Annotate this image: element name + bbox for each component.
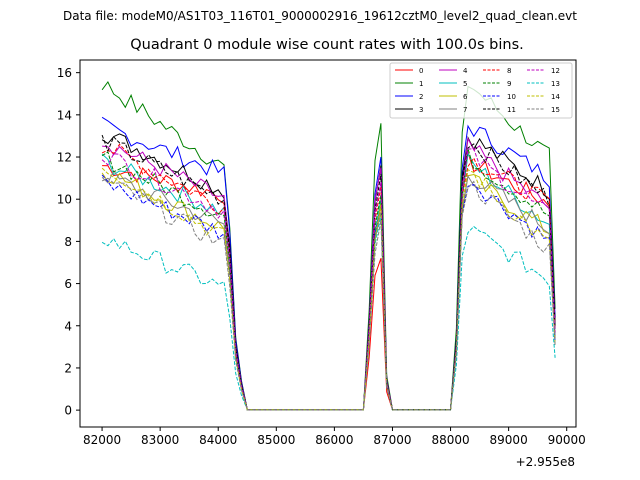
legend-label-12: 12	[551, 67, 560, 75]
legend-box	[389, 62, 573, 119]
legend-label-14: 14	[551, 93, 560, 101]
x-tick-label: 82000	[83, 433, 121, 447]
series-line-8	[101, 143, 556, 411]
y-tick-label: 14	[57, 108, 72, 122]
y-tick-label: 8	[64, 235, 72, 249]
legend-label-13: 13	[551, 80, 560, 88]
y-tick-label: 6	[64, 277, 72, 291]
legend-label-10: 10	[507, 93, 516, 101]
axes: 82000 83000 84000 85000 86000 87000 88000 89000…	[57, 59, 586, 447]
series-line-15	[101, 177, 556, 411]
y-tick-label: 2	[64, 361, 72, 375]
legend-label-15: 15	[551, 106, 560, 114]
y-tick-label: 4	[64, 319, 72, 333]
plot-area	[101, 81, 556, 411]
x-tick-label: 85000	[257, 433, 295, 447]
x-tick-label: 90000	[548, 433, 586, 447]
axes-frame	[79, 59, 577, 428]
series-line-13	[101, 215, 556, 411]
x-tick-label: 84000	[199, 433, 237, 447]
series-line-14	[101, 167, 556, 411]
legend-label-9: 9	[507, 80, 511, 88]
x-tick-label: 86000	[315, 433, 353, 447]
x-tick-label: 88000	[431, 433, 469, 447]
legend-label-8: 8	[507, 67, 511, 75]
x-tick-label: 83000	[141, 433, 179, 447]
legend-label-2: 2	[419, 93, 423, 101]
legend-label-3: 3	[419, 106, 423, 114]
legend-label-1: 1	[419, 80, 423, 88]
x-tick-label: 89000	[490, 433, 528, 447]
y-tick-label: 10	[57, 193, 72, 207]
x-offset-label: +2.955e8	[516, 455, 575, 469]
y-tick-label: 0	[64, 404, 72, 418]
legend-label-4: 4	[463, 67, 468, 75]
legend-label-7: 7	[463, 106, 467, 114]
series-line-11	[101, 134, 556, 411]
series-line-10	[101, 174, 556, 411]
chart-title: Quadrant 0 module wise count rates with …	[130, 37, 524, 53]
x-tick-label: 87000	[373, 433, 411, 447]
y-tick-label: 16	[57, 66, 72, 80]
legend-label-5: 5	[463, 80, 467, 88]
legend-label-0: 0	[419, 67, 423, 75]
y-tick-label: 12	[57, 151, 72, 165]
legend-label-11: 11	[507, 106, 516, 114]
chart-suptitle: Data file: modeM0/AS1T03_116T01_90000029…	[63, 9, 577, 23]
legend-label-6: 6	[463, 93, 468, 101]
